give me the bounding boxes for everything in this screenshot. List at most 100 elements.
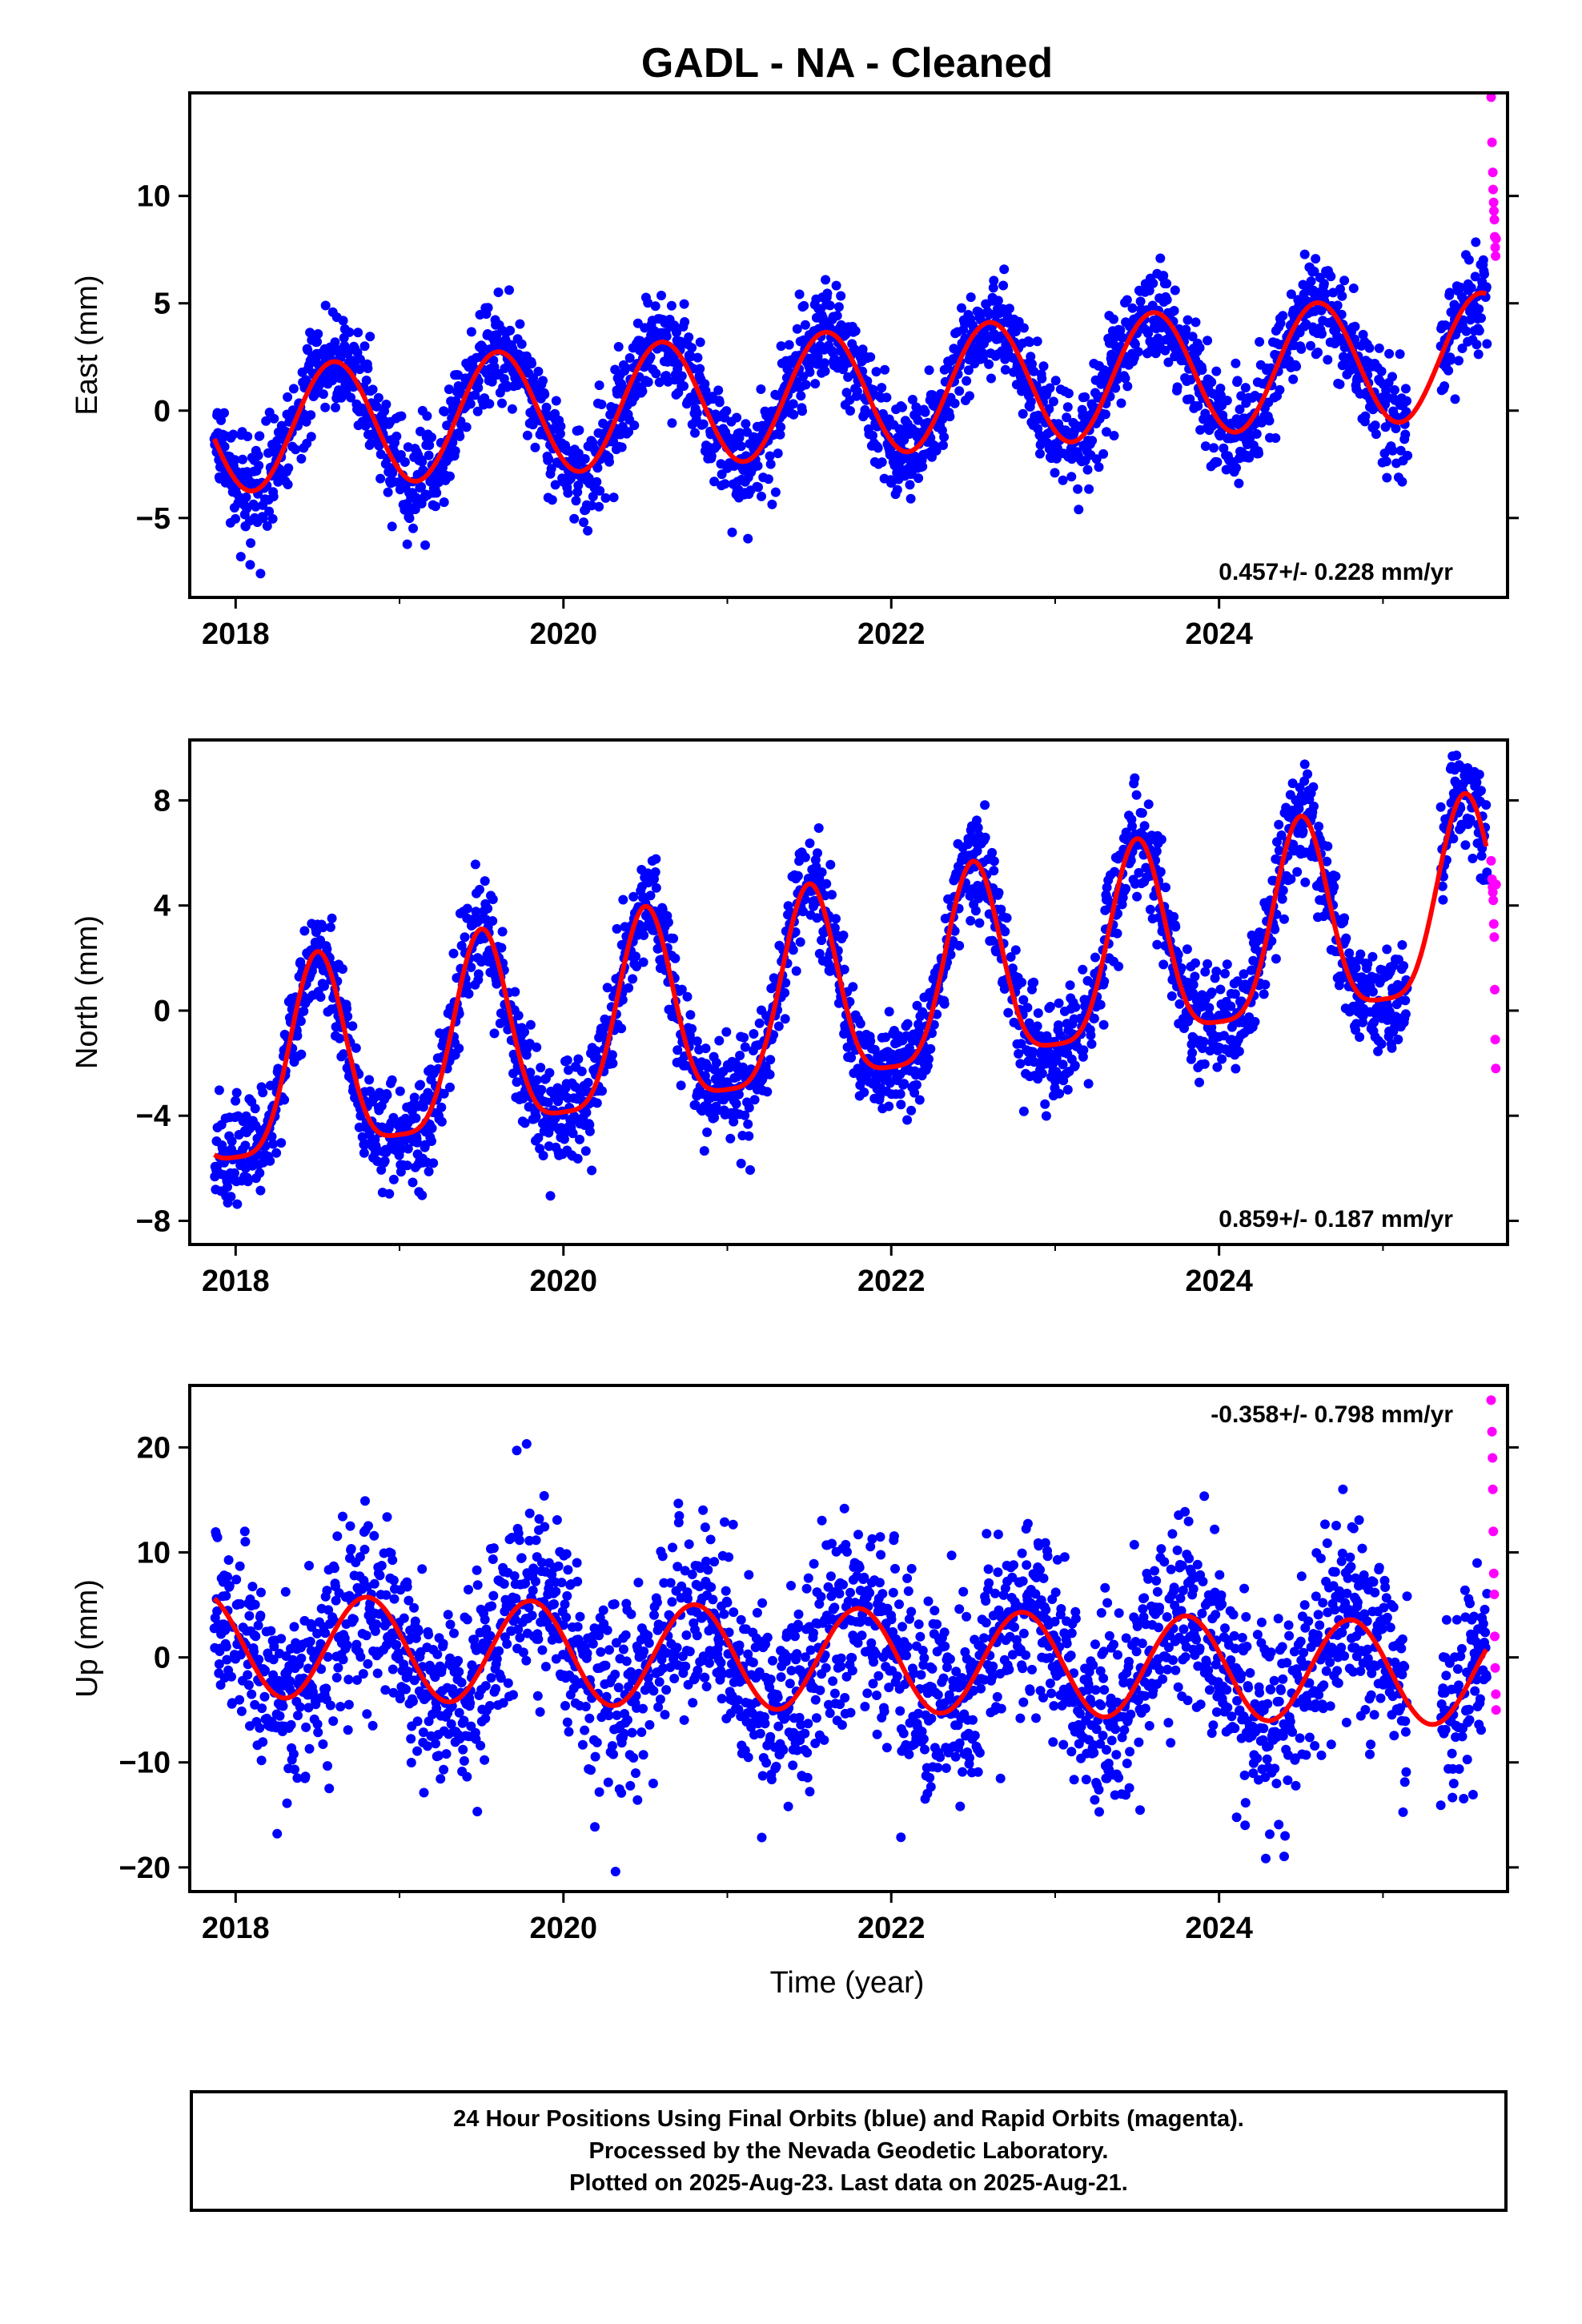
data-point xyxy=(453,370,464,380)
data-point xyxy=(980,800,990,810)
data-point xyxy=(551,396,561,406)
data-point xyxy=(223,1555,234,1565)
data-point xyxy=(1355,1032,1365,1042)
data-point xyxy=(214,1085,224,1096)
data-point xyxy=(861,408,871,418)
data-point xyxy=(1221,464,1231,475)
data-point xyxy=(1373,1046,1383,1056)
data-point xyxy=(1364,343,1375,353)
data-point xyxy=(1003,1007,1014,1018)
data-point xyxy=(313,329,323,339)
data-point xyxy=(361,376,371,385)
data-point xyxy=(1037,1068,1047,1079)
data-point xyxy=(1062,412,1072,423)
data-point xyxy=(1089,1013,1099,1023)
data-point xyxy=(253,1620,263,1630)
data-point xyxy=(1435,802,1446,812)
data-point xyxy=(346,392,356,403)
data-point xyxy=(604,456,614,467)
data-point xyxy=(1226,1001,1236,1011)
data-point xyxy=(291,444,301,455)
data-point xyxy=(422,411,432,421)
x-tick-label: 2020 xyxy=(530,617,598,651)
data-point xyxy=(223,1182,232,1192)
data-point xyxy=(512,1077,522,1088)
data-point xyxy=(868,384,878,395)
data-point xyxy=(1482,867,1492,878)
data-point xyxy=(744,1131,754,1141)
data-point xyxy=(450,446,460,456)
data-point xyxy=(767,499,777,509)
data-point xyxy=(638,957,648,967)
data-point xyxy=(221,1590,231,1601)
rapid-data-point xyxy=(1490,243,1500,252)
data-point xyxy=(544,1068,555,1078)
data-point xyxy=(812,913,822,923)
data-point xyxy=(1299,249,1310,259)
data-point xyxy=(1355,949,1366,959)
data-point xyxy=(911,1080,921,1090)
data-point xyxy=(739,1032,749,1043)
data-point xyxy=(670,953,681,963)
data-point xyxy=(740,1110,750,1120)
data-point xyxy=(1044,404,1054,414)
data-point xyxy=(231,1088,242,1098)
data-point xyxy=(892,485,902,495)
data-point xyxy=(791,966,801,976)
data-point xyxy=(735,428,745,438)
data-point xyxy=(311,388,321,399)
data-point xyxy=(743,533,753,544)
data-point xyxy=(279,1095,290,1105)
data-point xyxy=(1018,408,1028,419)
x-tick-label: 2022 xyxy=(857,617,926,651)
east-model-fit-line xyxy=(211,290,1488,494)
data-point xyxy=(1094,462,1104,472)
data-point xyxy=(462,903,472,914)
data-point xyxy=(1230,989,1240,999)
data-point xyxy=(1212,457,1223,467)
data-point xyxy=(540,389,550,400)
data-point xyxy=(1188,988,1199,999)
data-point xyxy=(1074,505,1084,515)
data-point xyxy=(334,385,343,396)
data-point xyxy=(743,1119,753,1129)
data-point xyxy=(1438,895,1448,905)
data-point xyxy=(650,867,661,877)
data-point xyxy=(255,1168,265,1178)
data-point xyxy=(1376,366,1387,376)
data-point xyxy=(550,480,560,490)
data-point xyxy=(574,425,584,436)
data-point xyxy=(1276,830,1287,840)
data-point xyxy=(1133,347,1143,357)
data-point xyxy=(907,395,917,404)
data-point xyxy=(709,1112,720,1123)
data-point xyxy=(396,411,407,421)
data-point xyxy=(338,316,348,326)
data-point xyxy=(1323,841,1333,851)
data-point xyxy=(629,420,640,431)
data-point xyxy=(757,491,766,501)
data-point xyxy=(909,1088,920,1098)
data-point xyxy=(706,451,717,461)
data-point xyxy=(699,1146,709,1156)
data-point xyxy=(677,371,687,381)
data-point xyxy=(1018,323,1029,333)
data-point xyxy=(1450,394,1460,404)
data-point xyxy=(1317,328,1327,339)
data-point xyxy=(359,1148,369,1158)
data-point xyxy=(302,438,312,448)
data-point xyxy=(1032,336,1042,347)
data-point xyxy=(620,363,631,373)
data-point xyxy=(1369,1017,1379,1027)
data-point xyxy=(1231,358,1241,368)
data-point xyxy=(1062,1084,1073,1095)
data-point xyxy=(227,1671,236,1682)
data-point xyxy=(1086,1039,1097,1049)
data-point xyxy=(595,485,605,496)
data-point xyxy=(1300,877,1311,887)
data-point xyxy=(906,1105,917,1116)
data-point xyxy=(235,1561,245,1571)
data-point xyxy=(379,1156,390,1166)
data-point xyxy=(796,391,806,401)
